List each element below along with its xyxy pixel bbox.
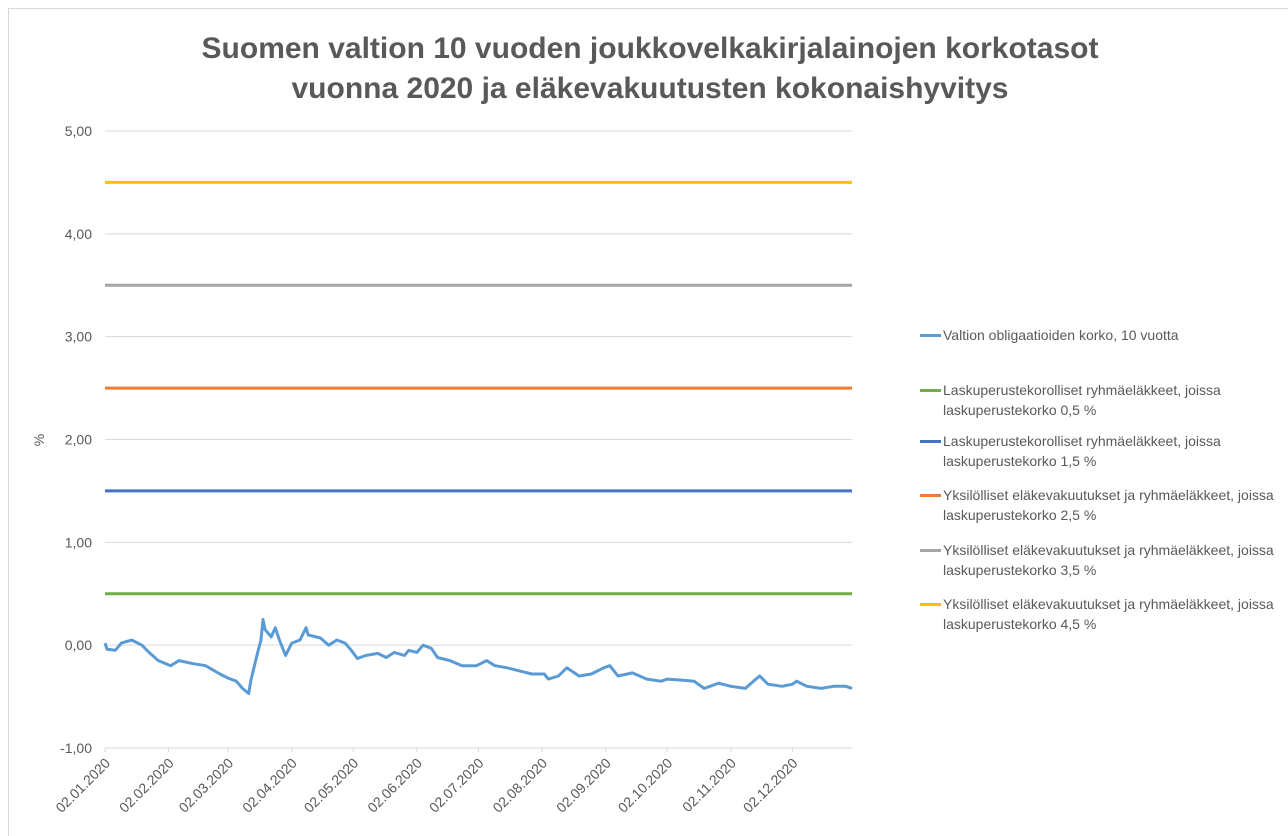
legend-swatch [920, 494, 941, 497]
legend-label: Yksilölliset eläkevakuutukset ja ryhmäel… [943, 542, 1274, 578]
chart-title: vuonna 2020 ja eläkevakuutusten kokonais… [292, 72, 1009, 105]
x-tick-label: 02.04.2020 [239, 755, 300, 816]
legend-swatch [920, 334, 941, 337]
x-tick-label: 02.10.2020 [615, 755, 676, 816]
legend-label: Laskuperustekorolliset ryhmäeläkkeet, jo… [943, 382, 1221, 418]
legend-label: Yksilölliset eläkevakuutukset ja ryhmäel… [943, 596, 1274, 632]
y-tick-label: 4,00 [65, 226, 92, 242]
x-tick-label: 02.06.2020 [364, 755, 425, 816]
x-tick-label: 02.05.2020 [301, 755, 362, 816]
y-tick-label: 0,00 [65, 637, 92, 653]
x-tick-label: 02.01.2020 [52, 755, 113, 816]
legend-swatch [920, 389, 941, 392]
x-tick-label: 02.08.2020 [489, 755, 550, 816]
y-tick-label: 2,00 [65, 432, 92, 448]
x-tick-label: 02.07.2020 [426, 755, 487, 816]
x-tick-label: 02.11.2020 [679, 755, 739, 815]
legend-label: Yksilölliset eläkevakuutukset ja ryhmäel… [943, 487, 1274, 523]
chart-title: Suomen valtion 10 vuoden joukkovelkakirj… [202, 32, 1099, 65]
x-tick-label: 02.09.2020 [553, 755, 614, 816]
y-axis-label: % [31, 434, 47, 446]
y-tick-label: 3,00 [65, 329, 92, 345]
y-tick-label: -1,00 [60, 740, 92, 756]
x-tick-label: 02.02.2020 [116, 755, 177, 816]
legend-label: Laskuperustekorolliset ryhmäeläkkeet, jo… [943, 433, 1221, 469]
legend-label: Valtion obligaatioiden korko, 10 vuotta [943, 327, 1179, 343]
x-tick-label: 02.03.2020 [175, 755, 236, 816]
legend-swatch [920, 603, 941, 606]
y-tick-label: 1,00 [65, 534, 92, 550]
legend-swatch [920, 440, 941, 443]
chart-border [8, 8, 1288, 836]
legend-swatch [920, 549, 941, 552]
x-tick-label: 02.12.2020 [740, 755, 801, 816]
data-line [103, 618, 853, 695]
y-tick-label: 5,00 [65, 123, 92, 139]
